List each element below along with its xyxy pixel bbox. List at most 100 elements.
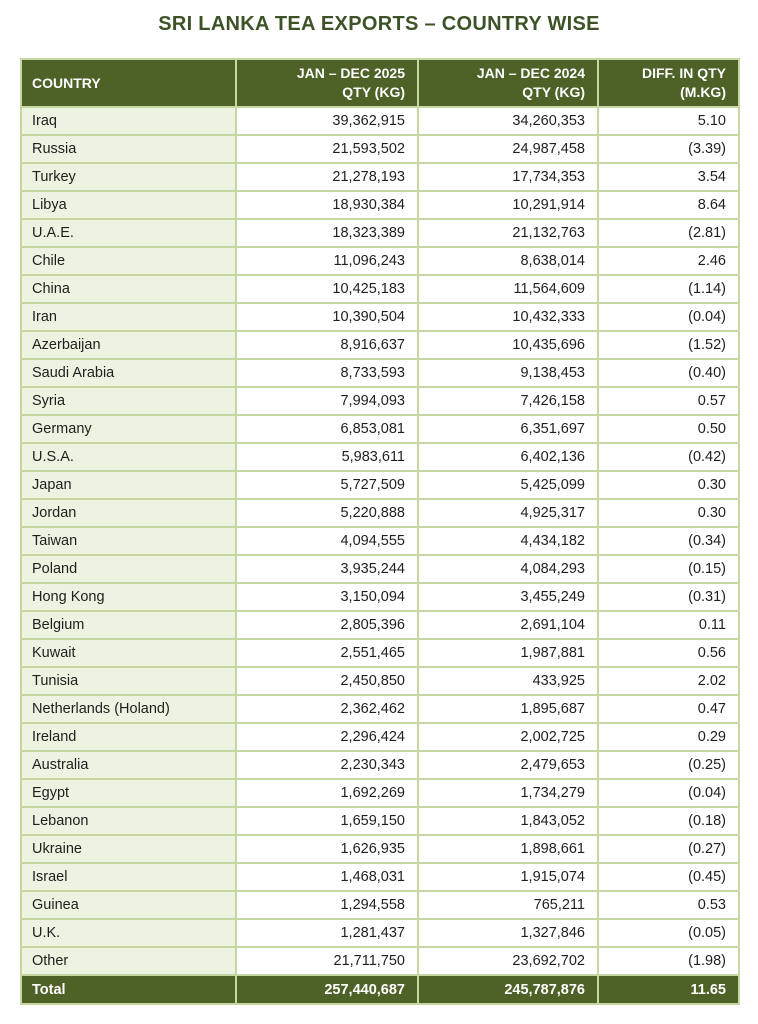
country-cell: Syria [20, 386, 237, 416]
table-row: Russia 21,593,502 24,987,458 (3.39) [20, 134, 740, 164]
country-cell: Poland [20, 554, 237, 584]
diff-cell: 0.11 [597, 610, 740, 640]
qty-2025-cell: 4,094,555 [235, 526, 419, 556]
table-row: U.S.A. 5,983,611 6,402,136 (0.42) [20, 442, 740, 472]
table-row: Egypt 1,692,269 1,734,279 (0.04) [20, 778, 740, 808]
table-row: China 10,425,183 11,564,609 (1.14) [20, 274, 740, 304]
qty-2024-cell: 1,895,687 [417, 694, 599, 724]
qty-2024-cell: 10,432,333 [417, 302, 599, 332]
country-cell: Germany [20, 414, 237, 444]
diff-cell: 3.54 [597, 162, 740, 192]
diff-cell: (0.45) [597, 862, 740, 892]
table-row: Hong Kong 3,150,094 3,455,249 (0.31) [20, 582, 740, 612]
country-cell: Libya [20, 190, 237, 220]
qty-2024-cell: 4,925,317 [417, 498, 599, 528]
diff-cell: 0.53 [597, 890, 740, 920]
country-cell: Jordan [20, 498, 237, 528]
country-cell: China [20, 274, 237, 304]
header-qty-2025: JAN – DEC 2025 QTY (KG) [235, 58, 419, 108]
qty-2025-cell: 10,425,183 [235, 274, 419, 304]
country-cell: Netherlands (Holand) [20, 694, 237, 724]
qty-2025-cell: 2,551,465 [235, 638, 419, 668]
qty-2025-cell: 39,362,915 [235, 106, 419, 136]
diff-cell: (0.34) [597, 526, 740, 556]
header-qty-2025-line2: QTY (KG) [342, 84, 405, 100]
country-cell: Egypt [20, 778, 237, 808]
header-country-label: COUNTRY [32, 74, 101, 91]
qty-2025-cell: 5,727,509 [235, 470, 419, 500]
header-diff-line1: DIFF. IN QTY [642, 65, 726, 82]
qty-2025-cell: 1,281,437 [235, 918, 419, 948]
qty-2024-cell: 5,425,099 [417, 470, 599, 500]
qty-2024-cell: 10,291,914 [417, 190, 599, 220]
table-row: Iraq 39,362,915 34,260,353 5.10 [20, 106, 740, 136]
qty-2024-cell: 24,987,458 [417, 134, 599, 164]
country-cell: Other [20, 946, 237, 976]
diff-cell: (2.81) [597, 218, 740, 248]
qty-2024-cell: 1,843,052 [417, 806, 599, 836]
qty-2024-cell: 1,987,881 [417, 638, 599, 668]
diff-cell: 0.30 [597, 470, 740, 500]
table-row: Guinea 1,294,558 765,211 0.53 [20, 890, 740, 920]
table-row: Syria 7,994,093 7,426,158 0.57 [20, 386, 740, 416]
qty-2025-cell: 2,362,462 [235, 694, 419, 724]
diff-cell: (0.40) [597, 358, 740, 388]
qty-2025-cell: 21,593,502 [235, 134, 419, 164]
qty-2024-cell: 3,455,249 [417, 582, 599, 612]
header-country: COUNTRY [20, 58, 237, 108]
diff-cell: 0.29 [597, 722, 740, 752]
qty-2025-cell: 3,150,094 [235, 582, 419, 612]
country-cell: U.K. [20, 918, 237, 948]
qty-2024-cell: 8,638,014 [417, 246, 599, 276]
country-cell: Japan [20, 470, 237, 500]
header-row: COUNTRY JAN – DEC 2025 QTY (KG) JAN – DE… [20, 58, 740, 108]
country-cell: Taiwan [20, 526, 237, 556]
diff-cell: (0.04) [597, 302, 740, 332]
qty-2024-cell: 433,925 [417, 666, 599, 696]
diff-cell: (1.52) [597, 330, 740, 360]
qty-2024-cell: 1,327,846 [417, 918, 599, 948]
qty-2025-cell: 8,916,637 [235, 330, 419, 360]
qty-2025-cell: 2,230,343 [235, 750, 419, 780]
total-qty-2025-cell: 257,440,687 [235, 974, 419, 1005]
table-row: Libya 18,930,384 10,291,914 8.64 [20, 190, 740, 220]
qty-2024-cell: 2,691,104 [417, 610, 599, 640]
qty-2025-cell: 21,278,193 [235, 162, 419, 192]
qty-2024-cell: 34,260,353 [417, 106, 599, 136]
qty-2025-cell: 1,659,150 [235, 806, 419, 836]
country-cell: Kuwait [20, 638, 237, 668]
header-qty-2025-line1: JAN – DEC 2025 [296, 65, 405, 82]
qty-2024-cell: 1,734,279 [417, 778, 599, 808]
qty-2025-cell: 1,626,935 [235, 834, 419, 864]
page-title: SRI LANKA TEA EXPORTS – COUNTRY WISE [158, 13, 600, 35]
qty-2025-cell: 8,733,593 [235, 358, 419, 388]
qty-2025-cell: 11,096,243 [235, 246, 419, 276]
qty-2024-cell: 17,734,353 [417, 162, 599, 192]
diff-cell: (0.15) [597, 554, 740, 584]
table-row: Poland 3,935,244 4,084,293 (0.15) [20, 554, 740, 584]
country-cell: U.A.E. [20, 218, 237, 248]
country-cell: Israel [20, 862, 237, 892]
qty-2025-cell: 1,468,031 [235, 862, 419, 892]
table-row: Belgium 2,805,396 2,691,104 0.11 [20, 610, 740, 640]
diff-cell: (3.39) [597, 134, 740, 164]
qty-2024-cell: 6,402,136 [417, 442, 599, 472]
country-cell: Iraq [20, 106, 237, 136]
total-qty-2024-cell: 245,787,876 [417, 974, 599, 1005]
qty-2025-cell: 5,220,888 [235, 498, 419, 528]
table-row: Taiwan 4,094,555 4,434,182 (0.34) [20, 526, 740, 556]
qty-2024-cell: 21,132,763 [417, 218, 599, 248]
diff-cell: 0.30 [597, 498, 740, 528]
country-cell: Iran [20, 302, 237, 332]
diff-cell: (0.31) [597, 582, 740, 612]
qty-2025-cell: 2,450,850 [235, 666, 419, 696]
diff-cell: (0.27) [597, 834, 740, 864]
qty-2024-cell: 1,898,661 [417, 834, 599, 864]
country-cell: Azerbaijan [20, 330, 237, 360]
table-row: Other 21,711,750 23,692,702 (1.98) [20, 946, 740, 976]
qty-2024-cell: 1,915,074 [417, 862, 599, 892]
qty-2024-cell: 765,211 [417, 890, 599, 920]
qty-2025-cell: 10,390,504 [235, 302, 419, 332]
table-row: Jordan 5,220,888 4,925,317 0.30 [20, 498, 740, 528]
